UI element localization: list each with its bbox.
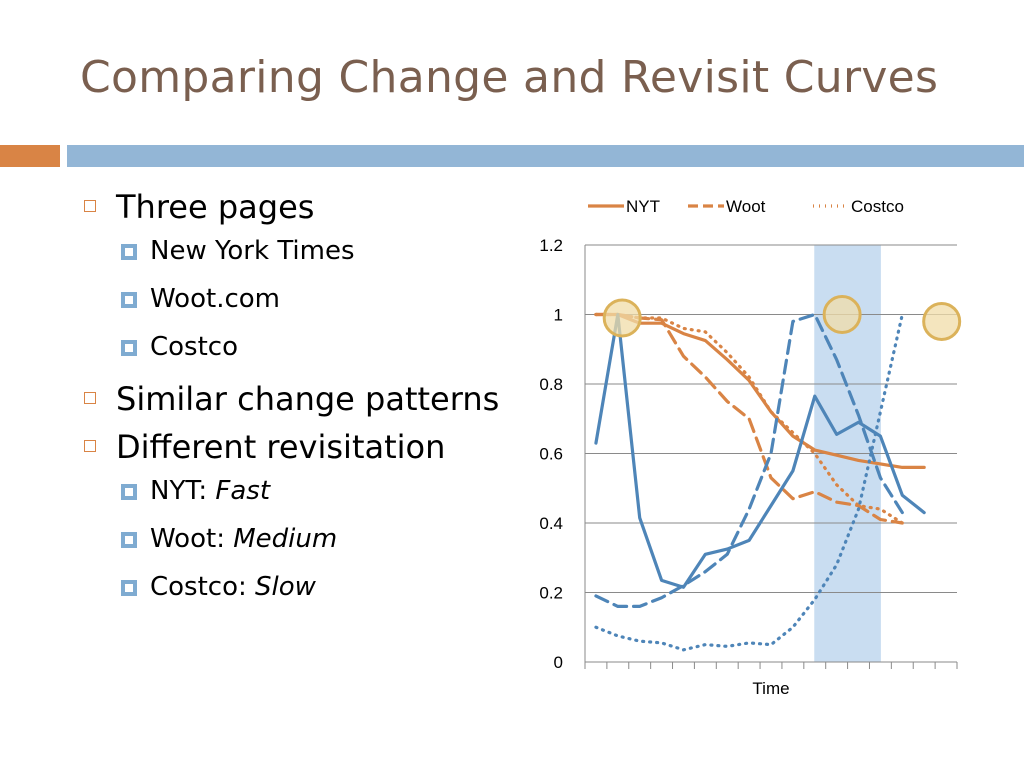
y-tick-label: 0.4 — [539, 514, 563, 533]
line-chart: 0 0.2 0.4 0.6 0.8 1 1.2 Time NYT Woot Costco — [539, 197, 962, 698]
sub-bullet-text: Costco — [150, 332, 239, 362]
sub-bullet: New York Times — [84, 234, 504, 268]
sub-bullet: Costco: Slow — [84, 570, 504, 604]
bullet-text: Three pages — [116, 188, 315, 226]
y-tick-label: 1 — [554, 306, 563, 325]
slide-title: Comparing Change and Revisit Curves — [80, 52, 939, 103]
highlight-circle — [822, 295, 862, 334]
bullet-text: Different revisitation — [116, 428, 446, 466]
sub-bullet-text: NYT: — [150, 476, 216, 506]
bullet-square-icon — [84, 392, 96, 404]
sub-bullet: Costco — [84, 330, 504, 364]
sub-bullet: NYT: Fast — [84, 474, 504, 508]
bullet-list: Three pages New York Times Woot.com Cost… — [84, 186, 504, 618]
sub-bullet-icon — [121, 244, 137, 260]
header-accent-orange — [0, 145, 60, 167]
bullet-square-icon — [84, 200, 96, 212]
sub-bullet-icon — [121, 484, 137, 500]
y-tick-label: 0.2 — [539, 584, 563, 603]
y-tick-label: 1.2 — [539, 236, 563, 255]
highlight-circle — [922, 301, 962, 341]
bullet-different-revisitation: Different revisitation — [84, 426, 504, 469]
sub-bullet-icon — [121, 580, 137, 596]
speed-label: Fast — [215, 476, 271, 506]
series-line-costco-revisit — [594, 312, 904, 652]
legend-label-woot: Woot — [726, 197, 766, 216]
speed-label: Slow — [255, 572, 316, 602]
bullet-text: Similar change patterns — [116, 380, 500, 418]
sub-bullet: Woot: Medium — [84, 522, 504, 556]
series-line-nyt-revisit — [594, 312, 926, 589]
sub-bullet: Woot.com — [84, 282, 504, 316]
sub-bullet-icon — [121, 292, 137, 308]
sub-bullet-text: New York Times — [150, 236, 355, 266]
speed-label: Medium — [233, 524, 338, 554]
sub-bullet-text: Costco: — [150, 572, 256, 602]
sub-bullet-text: Woot: — [150, 524, 234, 554]
y-tick-label: 0 — [554, 653, 563, 672]
x-axis-label: Time — [752, 679, 789, 698]
bullet-three-pages: Three pages — [84, 186, 504, 229]
highlight-circle — [602, 298, 642, 338]
y-tick-label: 0.6 — [539, 445, 563, 464]
bullet-similar-change: Similar change patterns — [84, 378, 504, 421]
legend-label-costco: Costco — [851, 197, 904, 216]
y-tick-label: 0.8 — [539, 375, 563, 394]
sub-bullet-icon — [121, 340, 137, 356]
sub-bullet-icon — [121, 532, 137, 548]
header-accent-blue — [67, 145, 1024, 167]
sub-bullet-text: Woot.com — [150, 284, 280, 314]
bullet-square-icon — [84, 440, 96, 452]
legend-label-nyt: NYT — [626, 197, 660, 216]
